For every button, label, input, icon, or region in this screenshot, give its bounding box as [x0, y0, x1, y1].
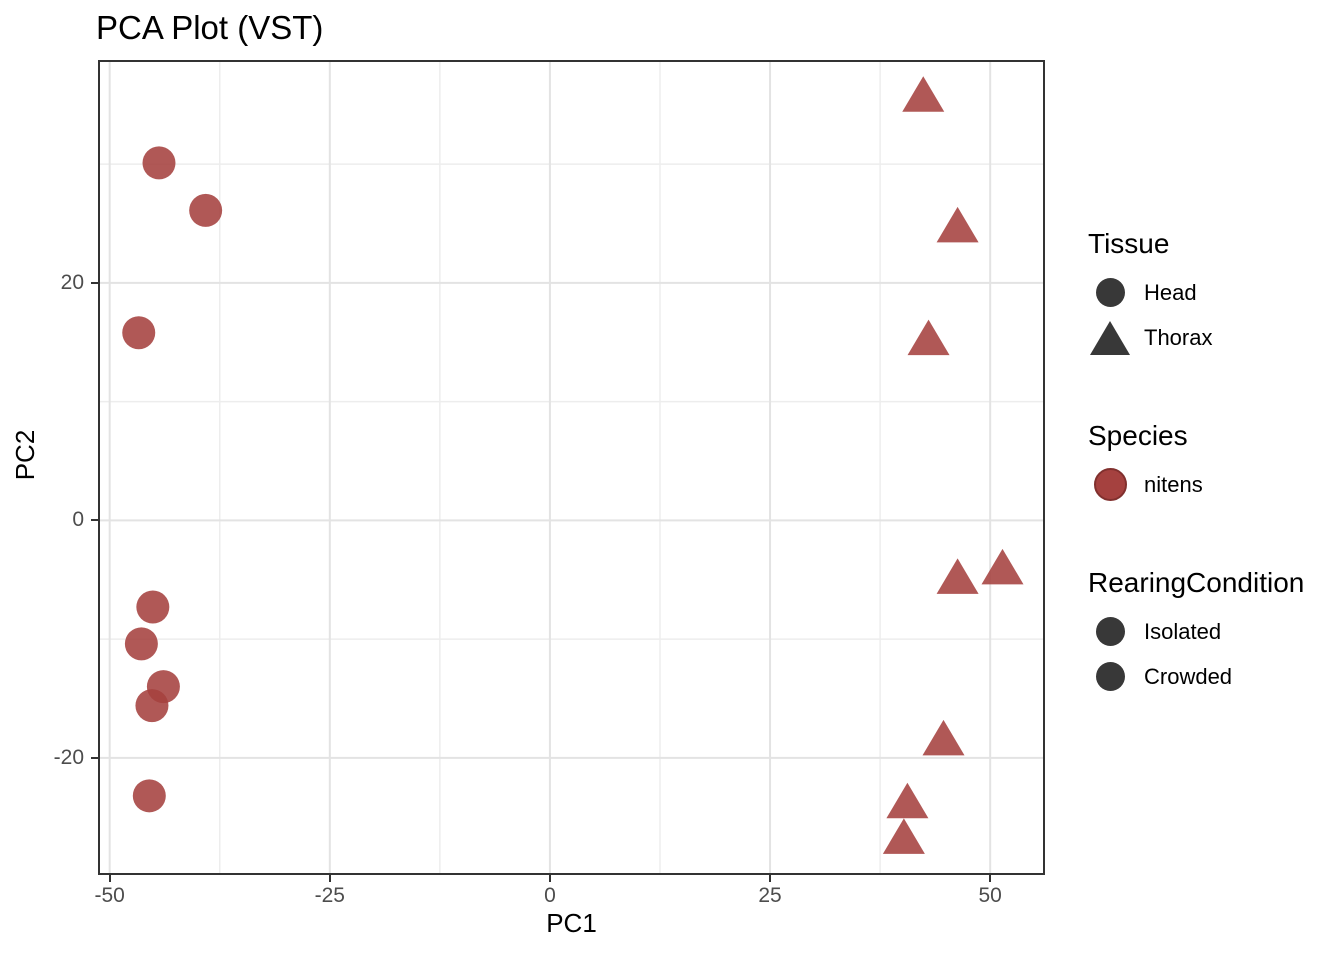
legend-label: nitens [1144, 471, 1203, 497]
y-tick-label: 0 [72, 508, 84, 532]
legend-item-thorax: Thorax [1088, 315, 1344, 360]
y-tick-mark [91, 519, 98, 522]
legend-title: RearingCondition [1088, 567, 1305, 598]
x-tick-mark [328, 875, 331, 882]
circle-glyph-box [1088, 662, 1132, 691]
triangle-glyph-box [1088, 320, 1132, 356]
data-point-thorax [936, 206, 979, 243]
y-tick-label: -20 [53, 745, 84, 769]
x-tick-label: 25 [758, 884, 782, 907]
legend-item-isolated: Isolated [1088, 609, 1344, 654]
data-point-thorax [922, 719, 965, 756]
data-point-thorax [886, 782, 929, 819]
data-point-head [124, 627, 158, 661]
data-point-head [136, 590, 170, 624]
legend-item-head: Head [1088, 270, 1344, 315]
legend-item-crowded: Crowded [1088, 654, 1344, 699]
circle-glyph-box [1088, 278, 1132, 307]
x-tick-label: 50 [978, 884, 1002, 907]
legend-label: Crowded [1144, 663, 1233, 689]
data-point-thorax [902, 76, 945, 112]
circle-icon [1095, 662, 1125, 691]
x-axis-title: PC1 [546, 908, 597, 938]
data-point-thorax [907, 319, 950, 356]
y-tick-mark [91, 756, 98, 759]
x-tick-mark [769, 875, 772, 882]
legend-label: Isolated [1144, 618, 1222, 644]
data-point-thorax [882, 818, 925, 854]
data-point-head [135, 689, 169, 723]
legend-label: Thorax [1144, 324, 1213, 350]
plot-canvas [100, 62, 1043, 873]
data-point-thorax [936, 558, 979, 594]
legend-item-nitens: nitens [1088, 462, 1344, 507]
plot-panel [98, 60, 1045, 875]
circle-glyph-box [1088, 617, 1132, 646]
y-axis-title: PC2 [10, 429, 40, 481]
x-tick-label: -50 [94, 884, 125, 907]
circle-glyph-box [1088, 468, 1132, 501]
y-tick-label: 20 [60, 270, 84, 294]
triangle-icon [1090, 320, 1130, 355]
x-tick-mark [108, 875, 111, 882]
triangle-shape [1090, 320, 1130, 355]
legend-label: Head [1144, 279, 1197, 305]
data-point-head [122, 316, 156, 350]
legend-group-rearingcondition: RearingCondition Isolated Crowded [1088, 565, 1344, 699]
legend-group-tissue: Tissue Head Thorax [1088, 226, 1344, 360]
x-tick-mark [989, 875, 992, 882]
legend: Tissue Head Thorax Species nitens RearingCond… [1088, 226, 1344, 757]
circle-icon [1095, 278, 1125, 307]
plot-title: PCA Plot (VST) [96, 9, 324, 46]
data-point-head [142, 146, 176, 180]
legend-title: Species [1088, 420, 1188, 451]
data-point-head [189, 193, 223, 227]
circle-icon [1093, 468, 1127, 501]
data-point-head [132, 779, 166, 813]
x-tick-label: -25 [314, 884, 345, 907]
circle-icon [1095, 617, 1125, 646]
legend-group-species: Species nitens [1088, 418, 1344, 507]
data-point-thorax [981, 548, 1024, 585]
legend-title: Tissue [1088, 228, 1170, 259]
x-tick-label: 0 [544, 884, 556, 907]
x-tick-mark [548, 875, 551, 882]
y-tick-mark [91, 281, 98, 284]
